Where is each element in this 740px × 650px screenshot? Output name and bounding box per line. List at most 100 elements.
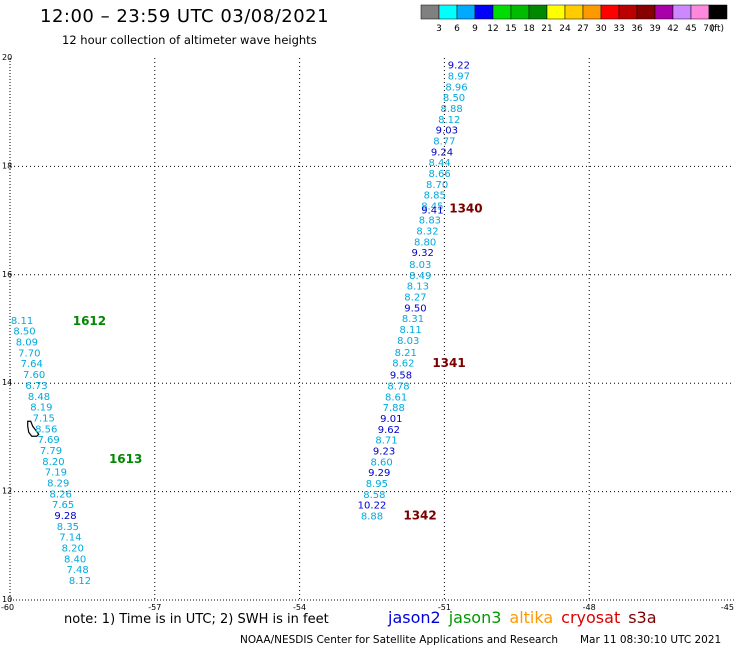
- wave-height-value: 8.50: [443, 93, 465, 104]
- wave-height-value: 8.03: [397, 336, 419, 347]
- map-grid: [10, 58, 734, 600]
- legend-item-jason3: jason3: [448, 608, 502, 627]
- page-title: 12:00 – 23:59 UTC 03/08/2021: [40, 6, 330, 27]
- scale-tick-label: 15: [505, 24, 516, 34]
- wave-height-value: 9.50: [404, 303, 426, 314]
- wave-height-value: 9.01: [380, 414, 402, 425]
- pass-time-label: 1341: [432, 356, 465, 370]
- wave-height-value: 8.97: [448, 71, 470, 82]
- altimeter-tracks: 9.228.978.968.508.888.129.038.779.248.44…: [11, 61, 483, 587]
- wave-height-value: 9.03: [436, 126, 458, 137]
- scale-unit: (ft): [710, 24, 724, 34]
- wave-height-value: 8.20: [62, 544, 84, 555]
- wave-height-value: 7.64: [21, 359, 43, 370]
- page-subtitle: 12 hour collection of altimeter wave hei…: [62, 33, 317, 47]
- wave-height-value: 8.83: [419, 216, 441, 227]
- wave-height-value: 10.22: [358, 501, 387, 512]
- wave-height-value: 8.88: [361, 512, 383, 523]
- scale-tick-label: 3: [436, 24, 442, 34]
- lon-tick-label: -54: [293, 603, 306, 612]
- scale-tick-label: 39: [649, 24, 661, 34]
- pass-time-label: 1342: [403, 508, 436, 522]
- lat-tick-label: 10: [2, 595, 12, 604]
- satellite-legend: jason2 jason3 altika cryosat s3a: [388, 608, 665, 627]
- lat-tick-label: 12: [2, 487, 12, 496]
- scale-tick-label: 70: [703, 24, 715, 34]
- credit-text: NOAA/NESDIS Center for Satellite Applica…: [240, 634, 558, 646]
- wave-height-value: 8.50: [13, 327, 35, 338]
- timestamp-text: Mar 11 08:30:10 UTC 2021: [580, 634, 722, 646]
- wave-height-value: 8.45: [421, 202, 443, 213]
- wave-height-value: 7.60: [23, 370, 45, 381]
- wave-height-value: 8.32: [416, 226, 438, 237]
- legend-item-jason2: jason2: [388, 608, 441, 627]
- scale-tick-label: 42: [667, 24, 678, 34]
- pass-time-label: 1612: [73, 314, 106, 328]
- wave-height-value: 8.58: [363, 490, 385, 501]
- scale-tick-label: 45: [685, 24, 696, 34]
- scale-tick-label: 24: [559, 24, 571, 34]
- wave-height-value: 8.71: [375, 436, 397, 447]
- scale-tick-label: 30: [595, 24, 607, 34]
- wave-height-value: 8.61: [385, 392, 407, 403]
- wave-height-value: 8.35: [57, 522, 79, 533]
- color-scale: 3 6 9 12 15 18 21 24 27 30 33 36 39 42 45 70(ft): [420, 4, 728, 34]
- legend-item-altika: altika: [509, 608, 554, 627]
- wave-height-value: 8.21: [395, 348, 417, 359]
- footer-note: note: 1) Time is in UTC; 2) SWH is in fe…: [64, 612, 329, 627]
- wave-height-value: 8.13: [407, 282, 429, 293]
- lon-tick-label: -60: [1, 603, 14, 612]
- wave-height-value: 8.12: [438, 115, 460, 126]
- wave-height-value: 8.11: [399, 325, 421, 336]
- wave-height-value: 7.79: [40, 446, 62, 457]
- wave-height-value: 8.66: [428, 169, 450, 180]
- wave-height-value: 9.32: [412, 248, 434, 259]
- wave-height-value: 8.26: [50, 489, 72, 500]
- wave-height-value: 9.23: [373, 446, 395, 457]
- wave-height-value: 8.77: [433, 136, 455, 147]
- wave-height-value: 7.70: [18, 348, 40, 359]
- wave-height-value: 9.41: [421, 205, 443, 216]
- wave-height-value: 8.49: [409, 271, 431, 282]
- wave-height-value: 9.24: [431, 147, 453, 158]
- scale-tick-label: 18: [523, 24, 535, 34]
- lat-tick-label: 16: [2, 270, 12, 279]
- wave-height-value: 8.62: [392, 359, 414, 370]
- wave-height-value: 7.14: [59, 533, 81, 544]
- legend-item-cryosat: cryosat: [561, 608, 621, 627]
- lon-tick-label: -48: [583, 603, 596, 612]
- track-west: 8.118.508.097.707.647.606.738.488.197.15…: [11, 314, 142, 587]
- pass-time-label: 1613: [109, 452, 142, 466]
- wave-height-value: 8.80: [414, 237, 436, 248]
- lon-tick-label: -51: [438, 603, 451, 612]
- lat-tick-label: 14: [2, 378, 12, 387]
- track-east: 9.228.978.968.508.888.129.038.779.248.44…: [358, 61, 483, 523]
- wave-height-value: 9.62: [378, 425, 400, 436]
- coastline: [27, 420, 40, 437]
- wave-height-value: 7.15: [33, 413, 55, 424]
- scale-tick-label: 9: [472, 24, 478, 34]
- scale-tick-label: 36: [631, 24, 643, 34]
- wave-height-value: 8.95: [366, 479, 388, 490]
- legend-item-s3a: s3a: [628, 608, 657, 627]
- wave-height-value: 8.44: [428, 158, 450, 169]
- wave-height-value: 7.69: [37, 435, 59, 446]
- wave-height-value: 8.27: [404, 293, 426, 304]
- wave-height-value: 8.85: [424, 191, 446, 202]
- wave-height-value: 6.73: [25, 381, 47, 392]
- wave-height-value: 9.58: [390, 371, 412, 382]
- pass-time-label: 1340: [449, 202, 482, 216]
- scale-swatch: [708, 4, 728, 20]
- lon-tick-label: -45: [721, 603, 734, 612]
- map-border: [9, 58, 734, 601]
- wave-height-value: 8.31: [402, 314, 424, 325]
- wave-height-value: 9.28: [54, 511, 76, 522]
- wave-height-value: 7.19: [45, 468, 67, 479]
- lat-tick-label: 18: [2, 161, 12, 170]
- wave-height-value: 8.96: [445, 82, 467, 93]
- wave-height-value: 7.88: [383, 403, 405, 414]
- scale-tick-label: 21: [541, 24, 552, 34]
- wave-height-value: 8.48: [28, 392, 50, 403]
- wave-height-value: 8.88: [441, 104, 463, 115]
